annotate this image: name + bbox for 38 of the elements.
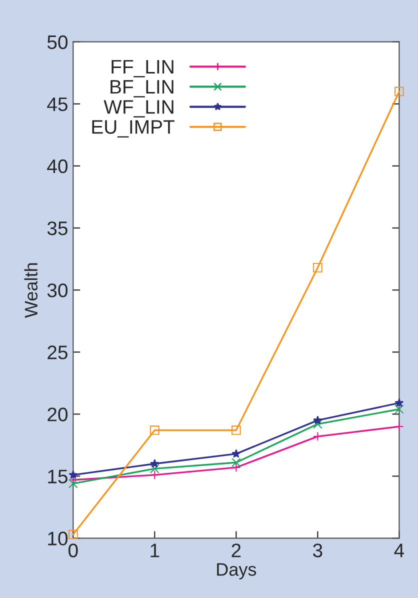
point (394, 398, 404, 407)
point (394, 86, 404, 96)
y-axis-title: Wealth (24, 263, 38, 318)
point (312, 419, 322, 429)
x-tick-label: 1 (150, 544, 160, 558)
point (394, 404, 404, 414)
point (231, 426, 241, 435)
point (394, 422, 404, 432)
point (150, 459, 160, 468)
point (68, 470, 78, 479)
point (150, 426, 160, 435)
point (312, 432, 322, 442)
point (312, 263, 322, 272)
point (313, 416, 322, 424)
legend-label: WF_LIN (104, 100, 174, 118)
point (232, 449, 241, 458)
x-tick-label: 0 (68, 544, 78, 558)
legend-label: BF_LIN (110, 80, 174, 98)
y-tick-label: 45 (47, 98, 68, 112)
legend-label: FF_LIN (112, 60, 174, 78)
x-tick-label: 2 (232, 544, 241, 558)
y-tick-label: 40 (47, 159, 68, 174)
x-axis-title: Days (217, 563, 256, 580)
legend-label: EU_IMPT (92, 120, 174, 138)
x-tick-label: 3 (313, 544, 322, 558)
point (150, 470, 160, 480)
y-tick-label: 50 (47, 35, 68, 50)
y-tick-label: 20 (48, 408, 68, 422)
y-tick-label: 30 (47, 284, 68, 298)
point (231, 458, 241, 468)
y-tick-label: 35 (47, 221, 68, 236)
y-tick-label: 15 (48, 470, 68, 484)
point (68, 478, 78, 488)
y-tick-label: 25 (48, 346, 68, 360)
point (68, 530, 78, 540)
y-tick-label: 10 (48, 532, 68, 546)
point (150, 464, 160, 474)
x-tick-label: 4 (394, 544, 404, 558)
